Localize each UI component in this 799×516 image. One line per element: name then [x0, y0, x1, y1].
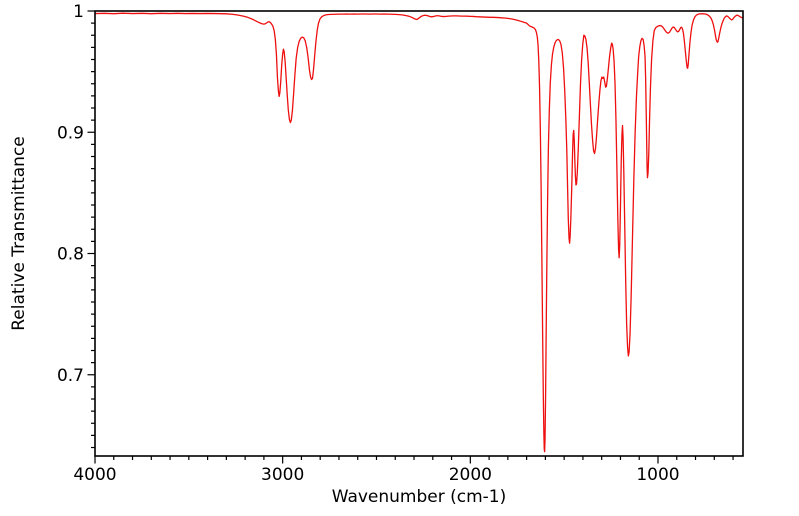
x-axis-title: Wavenumber (cm-1) [332, 487, 507, 507]
x-tick-label: 3000 [261, 465, 304, 485]
y-tick-label: 1 [73, 2, 84, 22]
y-tick-label: 0.9 [57, 123, 84, 143]
y-axis-title: Relative Transmittance [9, 136, 29, 331]
y-tick-label: 0.7 [57, 366, 84, 386]
plot-border [94, 10, 744, 457]
x-tick-label: 2000 [449, 465, 492, 485]
y-tick-label: 0.8 [57, 245, 84, 265]
x-tick-label: 1000 [636, 465, 679, 485]
x-tick-label: 4000 [73, 465, 116, 485]
spectrum-line [95, 12, 743, 453]
